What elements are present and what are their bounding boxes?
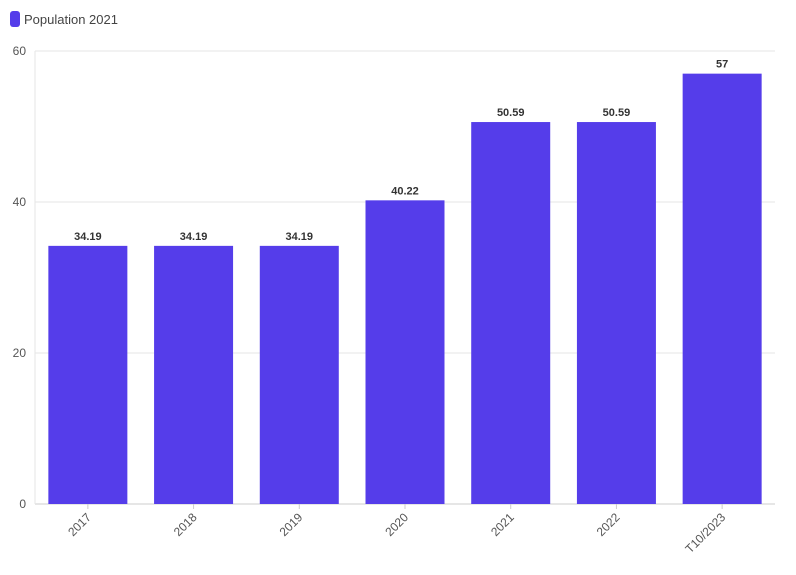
y-tick-label: 0 xyxy=(19,497,26,511)
data-label: 34.19 xyxy=(286,231,314,243)
data-label: 50.59 xyxy=(603,107,631,119)
bar[interactable] xyxy=(471,122,551,504)
legend-swatch xyxy=(10,11,20,27)
bar[interactable] xyxy=(48,245,128,505)
x-tick-label: 2017 xyxy=(65,510,94,539)
bar[interactable] xyxy=(154,245,234,505)
bar[interactable] xyxy=(259,245,339,505)
data-label: 34.19 xyxy=(74,231,102,243)
x-tick-label: 2021 xyxy=(488,510,517,539)
x-tick-label: 2022 xyxy=(594,510,623,539)
data-label: 57 xyxy=(716,59,728,71)
data-label: 50.59 xyxy=(497,107,525,119)
legend[interactable]: Population 2021 xyxy=(10,11,118,27)
bar[interactable] xyxy=(365,200,445,505)
data-label: 34.19 xyxy=(180,231,208,243)
x-tick-label: 2019 xyxy=(277,510,306,539)
bar[interactable] xyxy=(682,73,762,505)
bar[interactable] xyxy=(576,122,656,504)
x-tick-label: 2020 xyxy=(382,510,411,539)
data-label: 40.22 xyxy=(391,185,419,197)
value-labels: 34.19 34.19 34.19 40.22 50.59 50.59 57 xyxy=(74,59,728,243)
y-tick-label: 20 xyxy=(13,346,27,360)
legend-label: Population 2021 xyxy=(24,11,118,27)
y-tick-label: 60 xyxy=(13,44,27,58)
x-tick-label: T10/2023 xyxy=(683,510,729,556)
y-tick-label: 40 xyxy=(13,195,27,209)
x-tick-label: 2018 xyxy=(171,510,200,539)
bars xyxy=(48,73,762,505)
